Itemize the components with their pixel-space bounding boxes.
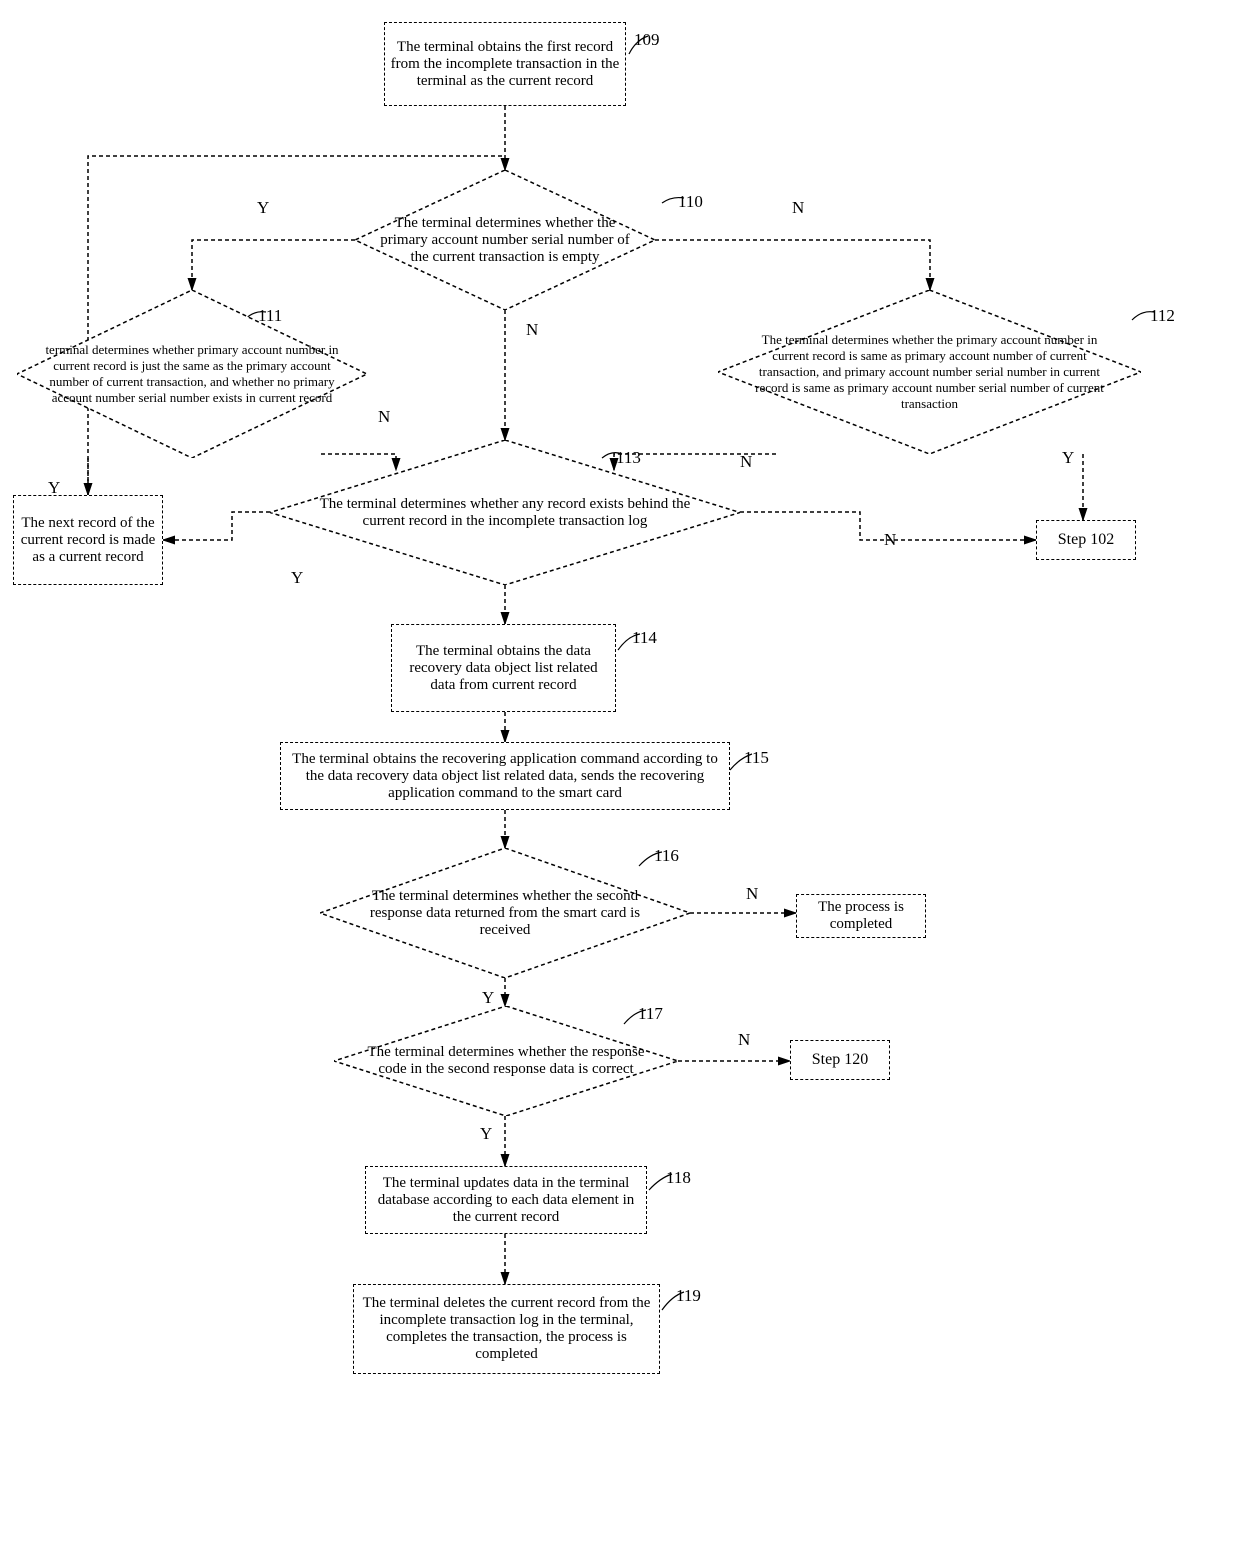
edge-label-l116Y: Y (482, 988, 494, 1008)
edge-label-l117N: N (738, 1030, 750, 1050)
ref-r111: 111 (258, 306, 282, 326)
node-n109: The terminal obtains the first record fr… (384, 22, 626, 106)
ref-r112: 112 (1150, 306, 1175, 326)
node-n118: The terminal updates data in the termina… (365, 1166, 647, 1234)
edge-label-l111Y: Y (48, 478, 60, 498)
ref-r110: 110 (678, 192, 703, 212)
node-n110: The terminal determines whether the prim… (355, 170, 655, 310)
node-text-n113: The terminal determines whether any reco… (305, 496, 705, 530)
ref-r119: 119 (676, 1286, 701, 1306)
edge-label-l113Y: Y (291, 568, 303, 588)
ref-r114: 114 (632, 628, 657, 648)
ref-r116: 116 (654, 846, 679, 866)
node-n117: The terminal determines whether the resp… (334, 1006, 678, 1116)
edge-label-l112N: N (740, 452, 752, 472)
edge-label-l113N: N (884, 530, 896, 550)
node-text-n116: The terminal determines whether the seco… (348, 888, 663, 939)
node-text-n110: The terminal determines whether the prim… (378, 215, 633, 266)
node-n116: The terminal determines whether the seco… (320, 848, 690, 978)
edge-label-l110N_down: N (526, 320, 538, 340)
node-n119: The terminal deletes the current record … (353, 1284, 660, 1374)
node-nNext: The next record of the current record is… (13, 495, 163, 585)
node-n113: The terminal determines whether any reco… (270, 440, 740, 585)
node-text-n117: The terminal determines whether the resp… (360, 1044, 652, 1078)
node-n111: terminal determines whether primary acco… (17, 290, 367, 458)
node-n114: The terminal obtains the data recovery d… (391, 624, 616, 712)
ref-r113: 113 (616, 448, 641, 468)
node-text-n111: terminal determines whether primary acco… (43, 342, 341, 406)
ref-r118: 118 (666, 1168, 691, 1188)
ref-r115: 115 (744, 748, 769, 768)
edge-label-l116N: N (746, 884, 758, 904)
node-nStep120: Step 120 (790, 1040, 890, 1080)
edge-label-l110Y: Y (257, 198, 269, 218)
node-text-n112: The terminal determines whether the prim… (750, 332, 1110, 412)
ref-r109: 109 (634, 30, 660, 50)
node-nStep102: Step 102 (1036, 520, 1136, 560)
node-n115: The terminal obtains the recovering appl… (280, 742, 730, 810)
ref-r117: 117 (638, 1004, 663, 1024)
edge-label-l111N: N (378, 407, 390, 427)
edge-label-l110N_right: N (792, 198, 804, 218)
node-n112: The terminal determines whether the prim… (718, 290, 1141, 454)
edge-label-l112Y: Y (1062, 448, 1074, 468)
node-nCompleted: The process is completed (796, 894, 926, 938)
edge-label-l117Y: Y (480, 1124, 492, 1144)
